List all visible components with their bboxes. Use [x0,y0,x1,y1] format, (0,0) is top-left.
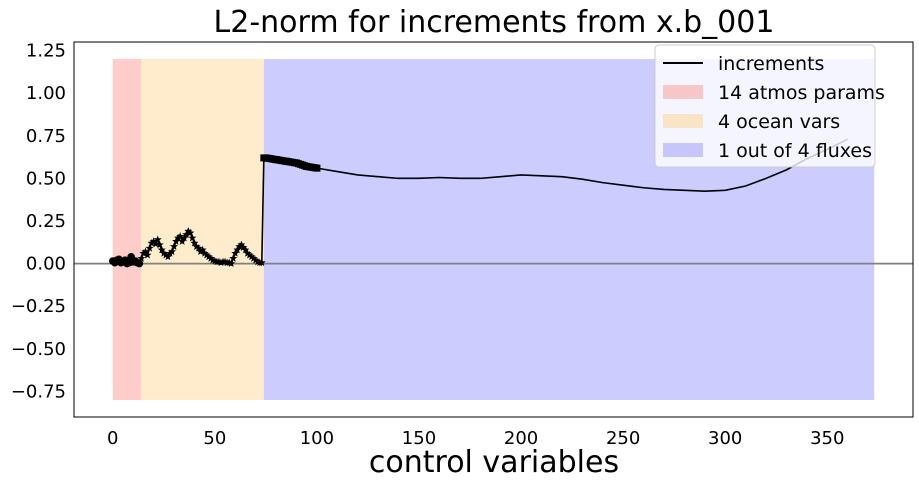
marker-star [165,249,174,257]
marker-star [206,254,215,262]
marker-star [186,228,195,237]
legend-label: 14 atmos params [718,82,885,104]
marker-star [167,247,176,256]
marker-star [229,254,238,262]
y-tick-label: 1.25 [26,41,66,62]
marker-star [200,249,209,257]
legend-label: 1 out of 4 fluxes [718,140,872,162]
marker-star [145,244,154,252]
marker-star [216,258,225,267]
marker-star [190,238,199,247]
marker-star [235,242,244,250]
y-tick-label: −0.50 [11,339,66,360]
x-tick-label: 150 [402,428,436,449]
marker-star [153,235,162,244]
marker-star [174,233,183,242]
marker-star [257,258,266,267]
marker-star [245,250,254,259]
marker-star [249,254,258,262]
marker-star [243,249,252,257]
marker-star [196,247,205,256]
marker-star [161,250,170,259]
series-markers-0 [108,154,321,268]
x-tick-label: 250 [606,428,640,449]
plot-frame [73,41,914,418]
plot-area [73,41,914,418]
x-tick-label: 0 [107,428,118,449]
marker-star [139,249,148,257]
marker-star [188,233,197,242]
marker-star [237,240,246,249]
legend: increments 14 atmos params 4 ocean vars 1 o… [654,44,885,168]
x-axis: 0 50 100 150 200 250 300 350 [107,428,844,449]
x-tick-label: 100 [300,428,334,449]
y-tick-label: 0.25 [26,211,66,232]
legend-swatch-patch [663,85,703,99]
span-0 [112,59,142,400]
legend-label: increments [718,53,824,75]
marker-star [151,239,160,248]
marker-star [204,252,213,261]
marker-star [143,250,152,259]
y-tick-label: 0.00 [26,254,66,275]
marker-star [141,247,150,256]
marker-star [227,259,236,267]
y-tick-label: −0.75 [11,381,66,402]
marker-star [241,245,250,254]
legend-box [654,44,876,168]
legend-label: 4 ocean vars [718,111,840,133]
marker-star [202,250,211,259]
marker-star [137,254,146,262]
y-tick-label: 0.75 [26,126,66,147]
x-tick-label: 350 [810,428,844,449]
marker-star [192,242,201,250]
marker-star [184,227,193,235]
legend-swatch-patch [663,114,703,128]
legend-swatch-patch [663,143,703,157]
marker-star [198,245,207,254]
marker-star [159,249,168,257]
marker-star [251,255,260,264]
marker-star [147,238,156,247]
marker-star [155,240,164,249]
y-axis: −0.75 −0.50 −0.25 0.00 0.25 0.50 0.75 1.00 1.25 [11,41,66,403]
marker-circle [135,259,144,268]
marker-star [170,242,179,250]
y-tick-label: 1.00 [26,83,66,104]
marker-star [149,237,158,245]
chart-title: L2-norm for increments from x.b_001 [214,5,775,40]
marker-star [176,232,185,240]
x-tick-label: 300 [708,428,742,449]
marker-star [247,252,256,261]
x-tick-label: 200 [504,428,538,449]
marker-square [313,164,321,172]
marker-star [239,243,248,251]
x-tick-label: 50 [203,428,226,449]
span-1 [141,59,264,400]
y-tick-label: 0.50 [26,168,66,189]
marker-star [194,244,203,252]
y-tick-label: −0.25 [11,296,66,317]
x-axis-label: control variables [369,445,619,480]
marker-star [157,245,166,254]
